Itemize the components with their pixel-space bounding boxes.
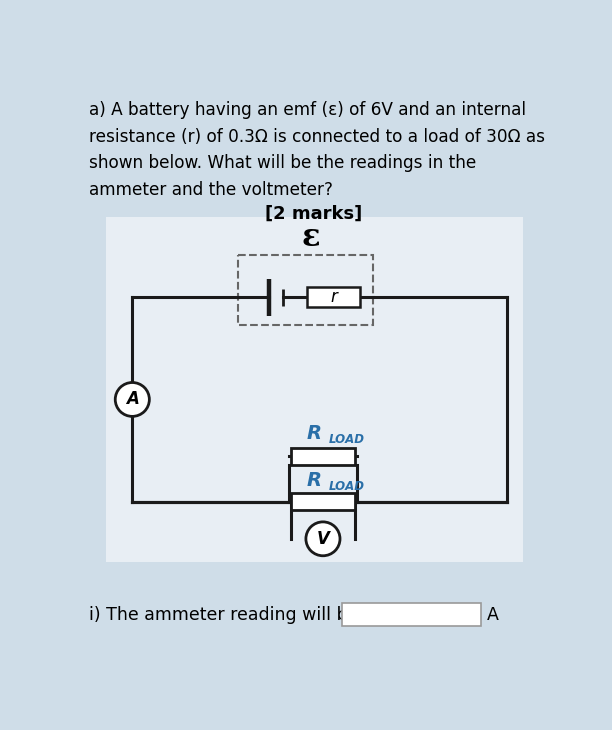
Text: [2 marks]: [2 marks] bbox=[265, 204, 362, 223]
Text: r: r bbox=[330, 288, 337, 306]
Text: A: A bbox=[126, 391, 139, 409]
Text: A: A bbox=[487, 606, 499, 624]
Bar bbox=[341, 603, 481, 626]
Text: V: V bbox=[316, 530, 329, 548]
Text: i) The ammeter reading will be =: i) The ammeter reading will be = bbox=[89, 606, 379, 624]
Text: R: R bbox=[307, 471, 321, 490]
Bar bbox=[291, 448, 355, 465]
Circle shape bbox=[306, 522, 340, 556]
Bar bbox=[291, 493, 355, 510]
Bar bbox=[237, 255, 373, 325]
Text: ε: ε bbox=[301, 222, 320, 253]
Text: R: R bbox=[307, 424, 321, 443]
Text: a) A battery having an emf (ε) of 6V and an internal
resistance (r) of 0.3Ω is c: a) A battery having an emf (ε) of 6V and… bbox=[89, 101, 545, 199]
Bar bbox=[307, 287, 360, 307]
Bar bbox=[106, 217, 523, 562]
Circle shape bbox=[115, 383, 149, 416]
Text: LOAD: LOAD bbox=[329, 434, 365, 447]
Text: LOAD: LOAD bbox=[329, 480, 365, 493]
